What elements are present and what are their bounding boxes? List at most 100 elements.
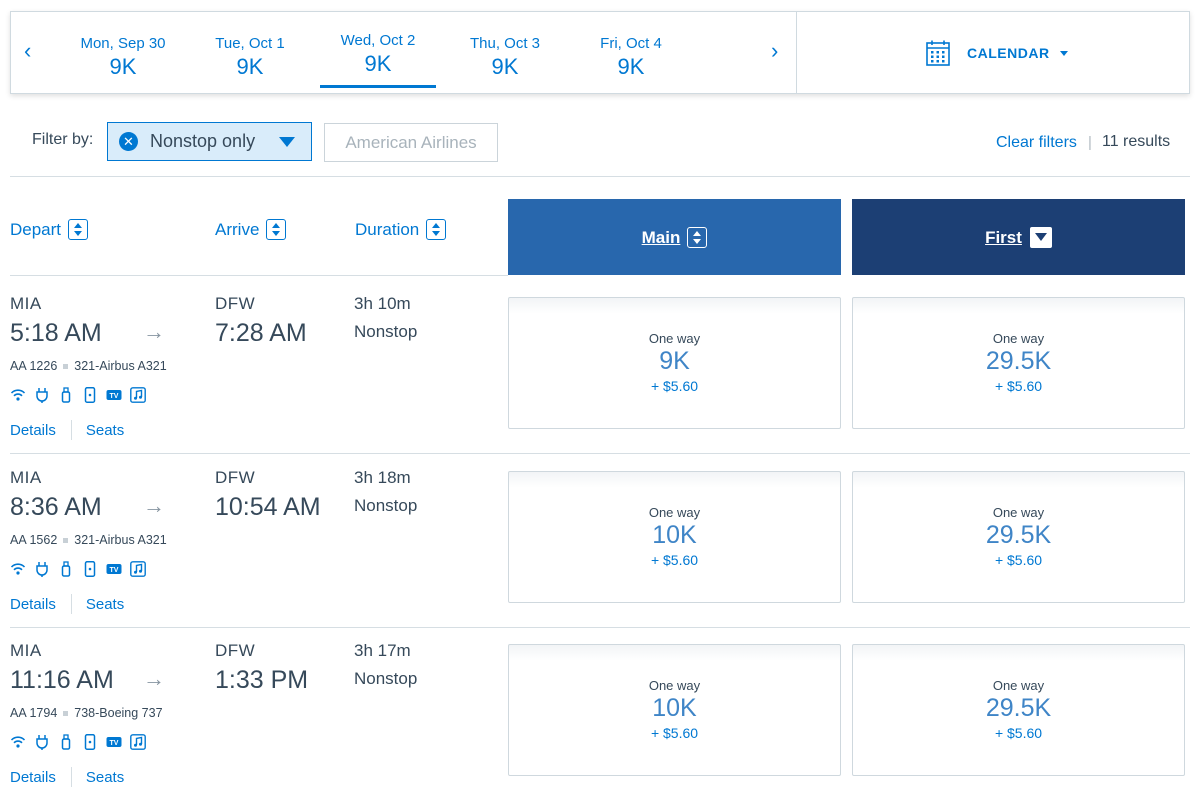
header-divider [10, 275, 508, 276]
fare-miles: 29.5K [985, 694, 1052, 722]
sort-duration[interactable]: Duration [355, 219, 447, 240]
filter-label: Filter by: [32, 131, 94, 148]
first-fare-button[interactable]: One way 29.5K + $5.60 [852, 644, 1185, 776]
tv-icon-text: TV [110, 740, 119, 747]
fare-miles: 10K [652, 694, 697, 722]
flight-row: MIA 5:18 AM → DFW 7:28 AM 3h 10m Nonstop… [0, 276, 1200, 449]
flight-info: AA 1794 738-Boeing 737 [10, 706, 163, 720]
row-divider [10, 453, 1190, 454]
tv-icon-text: TV [110, 393, 119, 400]
origin-airport: MIA [10, 641, 42, 660]
flight-duration: 3h 18m [354, 468, 411, 487]
sort-main-cabin[interactable]: Main [508, 199, 841, 275]
fare-type-label: One way [648, 331, 701, 346]
amenities: TV [10, 734, 146, 750]
origin-airport: MIA [10, 468, 42, 487]
tv-icon: TV [106, 561, 122, 577]
date-tab-label: Wed, Oct 2 [340, 32, 416, 49]
usb-icon [58, 387, 74, 403]
sort-icon [687, 226, 708, 248]
remove-filter-icon[interactable]: ✕ [119, 132, 138, 151]
seats-link[interactable]: Seats [85, 768, 125, 786]
fare-type-label: One way [648, 505, 701, 520]
date-tab-oct-2[interactable]: Wed, Oct 2 9K [320, 12, 436, 88]
date-tab-label: Thu, Oct 3 [469, 35, 541, 52]
music-icon [130, 387, 146, 403]
departure-time: 5:18 AM [10, 319, 102, 347]
origin-airport: MIA [10, 294, 42, 313]
usb-icon [58, 734, 74, 750]
flight-row: MIA 11:16 AM → DFW 1:33 PM 3h 17m Nonsto… [0, 623, 1200, 796]
dropdown-caret-icon [279, 137, 295, 147]
sort-depart[interactable]: Depart [10, 219, 89, 240]
filter-chip-label: Nonstop only [150, 131, 256, 151]
flight-info: AA 1226 321-Airbus A321 [10, 359, 167, 373]
main-fare-button[interactable]: One way 10K + $5.60 [508, 644, 841, 776]
nonstop-filter-dropdown[interactable]: ✕ Nonstop only [107, 122, 312, 161]
next-dates-arrow-icon[interactable]: › [771, 38, 779, 63]
date-tab-sep-30[interactable]: Mon, Sep 30 9K [65, 12, 181, 89]
seats-link[interactable]: Seats [85, 421, 125, 439]
destination-airport: DFW [215, 468, 256, 487]
airline-filter[interactable]: American Airlines [324, 123, 498, 162]
fare-taxes: + $5.60 [994, 378, 1043, 394]
music-icon [130, 734, 146, 750]
link-separator [70, 767, 72, 787]
calendar-icon [926, 40, 950, 66]
arrive-header-label: Arrive [215, 219, 260, 239]
link-separator [70, 594, 72, 614]
date-tab-label: Fri, Oct 4 [600, 35, 662, 52]
flight-links: Details Seats [10, 594, 124, 614]
stops-label: Nonstop [354, 496, 418, 515]
filter-divider [10, 176, 1190, 177]
device-icon [82, 387, 98, 403]
date-tab-price: 9K [617, 54, 645, 79]
aircraft-type: 321-Airbus A321 [74, 359, 167, 373]
flight-duration: 3h 10m [354, 294, 411, 313]
usb-icon [58, 561, 74, 577]
details-link[interactable]: Details [10, 595, 56, 613]
flight-row: MIA 8:36 AM → DFW 10:54 AM 3h 18m Nonsto… [0, 450, 1200, 623]
amenities: TV [10, 387, 146, 403]
results-count: 11 results [1102, 133, 1171, 150]
duration-header-label: Duration [355, 219, 420, 239]
arrival-time: 10:54 AM [215, 493, 321, 521]
details-link[interactable]: Details [10, 768, 56, 786]
main-fare-button[interactable]: One way 10K + $5.60 [508, 471, 841, 603]
tv-icon-text: TV [110, 567, 119, 574]
clear-filters-link[interactable]: Clear filters [996, 134, 1077, 151]
destination-airport: DFW [215, 641, 256, 660]
power-outlet-icon [34, 734, 50, 750]
sort-first-cabin[interactable]: First [852, 199, 1185, 275]
aircraft-type: 321-Airbus A321 [74, 533, 167, 547]
wifi-icon [10, 387, 26, 403]
arrow-right-icon: → [143, 319, 165, 344]
date-tab-oct-3[interactable]: Thu, Oct 3 9K [447, 12, 563, 89]
sort-descending-icon [1029, 226, 1052, 248]
main-cabin-label: Main [641, 228, 681, 247]
date-tab-price: 9K [236, 54, 264, 79]
link-separator [70, 420, 72, 440]
chevron-down-icon [1059, 50, 1068, 56]
seats-link[interactable]: Seats [85, 595, 125, 613]
fare-type-label: One way [992, 331, 1045, 346]
fare-taxes: + $5.60 [650, 552, 699, 568]
sort-arrive[interactable]: Arrive [215, 219, 287, 240]
music-icon [130, 561, 146, 577]
details-link[interactable]: Details [10, 421, 56, 439]
fare-type-label: One way [992, 505, 1045, 520]
power-outlet-icon [34, 387, 50, 403]
fare-taxes: + $5.60 [994, 552, 1043, 568]
stops-label: Nonstop [354, 669, 418, 688]
fare-type-label: One way [992, 678, 1045, 693]
main-fare-button[interactable]: One way 9K + $5.60 [508, 297, 841, 429]
previous-dates-arrow-icon[interactable]: ‹ [24, 38, 32, 63]
first-fare-button[interactable]: One way 29.5K + $5.60 [852, 471, 1185, 603]
wifi-icon [10, 734, 26, 750]
stops-label: Nonstop [354, 322, 418, 341]
fare-taxes: + $5.60 [650, 725, 699, 741]
date-tab-oct-4[interactable]: Fri, Oct 4 9K [573, 12, 689, 89]
first-fare-button[interactable]: One way 29.5K + $5.60 [852, 297, 1185, 429]
date-tab-oct-1[interactable]: Tue, Oct 1 9K [192, 12, 308, 89]
calendar-button[interactable]: CALENDAR [926, 40, 1068, 66]
